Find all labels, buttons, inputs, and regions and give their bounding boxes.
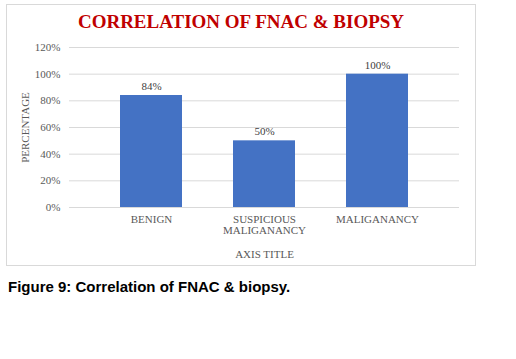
svg-text:0%: 0% <box>46 201 61 213</box>
svg-text:PERCENTAGE: PERCENTAGE <box>19 92 31 163</box>
svg-text:60%: 60% <box>40 121 60 133</box>
svg-text:100%: 100% <box>35 68 61 80</box>
svg-text:20%: 20% <box>40 174 60 186</box>
html-text:CORRELATION OF FNAC & BIOPSY: CORRELATION OF FNAC & BIOPSY <box>77 11 405 32</box>
svg-text:BENIGN: BENIGN <box>131 213 173 225</box>
svg-text:40%: 40% <box>40 148 60 160</box>
html-text:Figure 9: Correlation of FNAC: Figure 9: Correlation of FNAC & biopsy. <box>8 278 291 295</box>
svg-text:120%: 120% <box>35 41 61 53</box>
svg-text:100%: 100% <box>365 59 391 71</box>
svg-text:SUSPICIOUSMALIGANANCY: SUSPICIOUSMALIGANANCY <box>223 213 306 236</box>
svg-text:80%: 80% <box>40 94 60 106</box>
svg-text:50%: 50% <box>254 125 274 137</box>
svg-text:MALIGANANCY: MALIGANANCY <box>336 213 419 225</box>
svg-text:AXIS TITLE: AXIS TITLE <box>235 248 294 260</box>
svg-text:84%: 84% <box>141 80 161 92</box>
